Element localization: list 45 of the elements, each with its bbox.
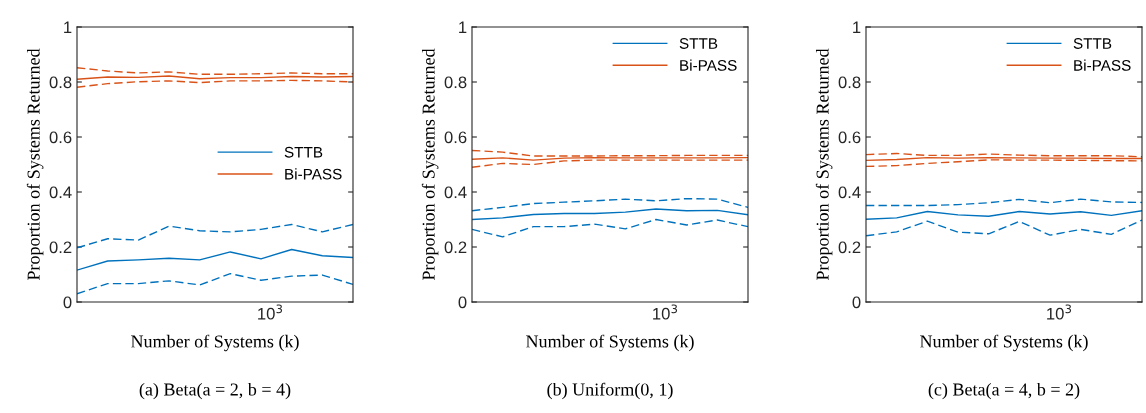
y-axis-title: Proportion of Systems Returned — [815, 48, 833, 281]
y-tick-label: 0.8 — [49, 76, 72, 89]
y-axis-title: Proportion of Systems Returned — [26, 48, 44, 281]
x-axis-title: Number of Systems (k) — [131, 334, 299, 352]
y-tick-label: 0.4 — [838, 186, 861, 199]
text: 10$^{3}$ — [258, 304, 283, 320]
y-tick-label: 0.2 — [838, 241, 861, 254]
line-series — [77, 272, 353, 295]
text: 10$^{3}$ — [653, 304, 678, 320]
y-tick-label: 1 — [64, 21, 72, 34]
y-tick-label: 0.2 — [444, 241, 467, 254]
y-tick-label: 0.6 — [49, 131, 72, 144]
line-series — [866, 219, 1142, 237]
text: (b) Uniform(0, 1) — [547, 382, 673, 400]
y-tick-label: 0.4 — [444, 186, 467, 199]
y-tick-label: 1 — [459, 21, 467, 34]
line-series — [472, 197, 748, 212]
y-tick-label: 1 — [853, 21, 861, 34]
y-tick-label: 0 — [852, 296, 861, 309]
y-tick-label: 0.6 — [838, 131, 861, 144]
text: (c) Beta(a = 4, b = 2) — [928, 382, 1080, 400]
line-series — [866, 210, 1142, 220]
line-series — [866, 198, 1142, 207]
x-axis-title: Number of Systems (k) — [920, 334, 1088, 352]
legend-label: Bi-PASS — [285, 168, 342, 180]
y-tick-label: 0.2 — [49, 241, 72, 254]
y-tick-label: 0.8 — [838, 76, 861, 89]
line-series — [472, 218, 748, 238]
line-series — [472, 208, 748, 221]
text: (a) Beta(a = 2, b = 4) — [139, 382, 291, 400]
legend-label: STTB — [284, 146, 323, 158]
y-tick-label: 0.8 — [444, 76, 467, 89]
y-tick-label: 0.4 — [49, 186, 72, 199]
text: 10$^{3}$ — [1047, 304, 1072, 320]
line-series — [77, 223, 353, 249]
y-tick-label: 0 — [63, 296, 72, 309]
legend-label: STTB — [1073, 38, 1112, 49]
line-series — [77, 248, 353, 271]
y-tick-label: 0.6 — [444, 131, 467, 144]
y-tick-label: 0 — [458, 296, 467, 309]
legend-label: STTB — [679, 38, 718, 49]
legend-label: Bi-PASS — [680, 59, 737, 71]
y-axis-title: Proportion of Systems Returned — [421, 48, 439, 281]
legend-label: Bi-PASS — [1074, 59, 1131, 71]
x-axis-title: Number of Systems (k) — [526, 334, 694, 352]
